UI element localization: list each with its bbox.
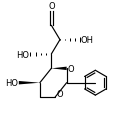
Text: O: O [68, 64, 74, 73]
Text: HO: HO [16, 50, 29, 59]
Text: HO: HO [5, 79, 18, 87]
Polygon shape [51, 67, 67, 70]
Text: OH: OH [81, 36, 94, 45]
Text: O: O [56, 89, 63, 98]
Polygon shape [19, 81, 40, 85]
Text: O: O [48, 2, 55, 11]
